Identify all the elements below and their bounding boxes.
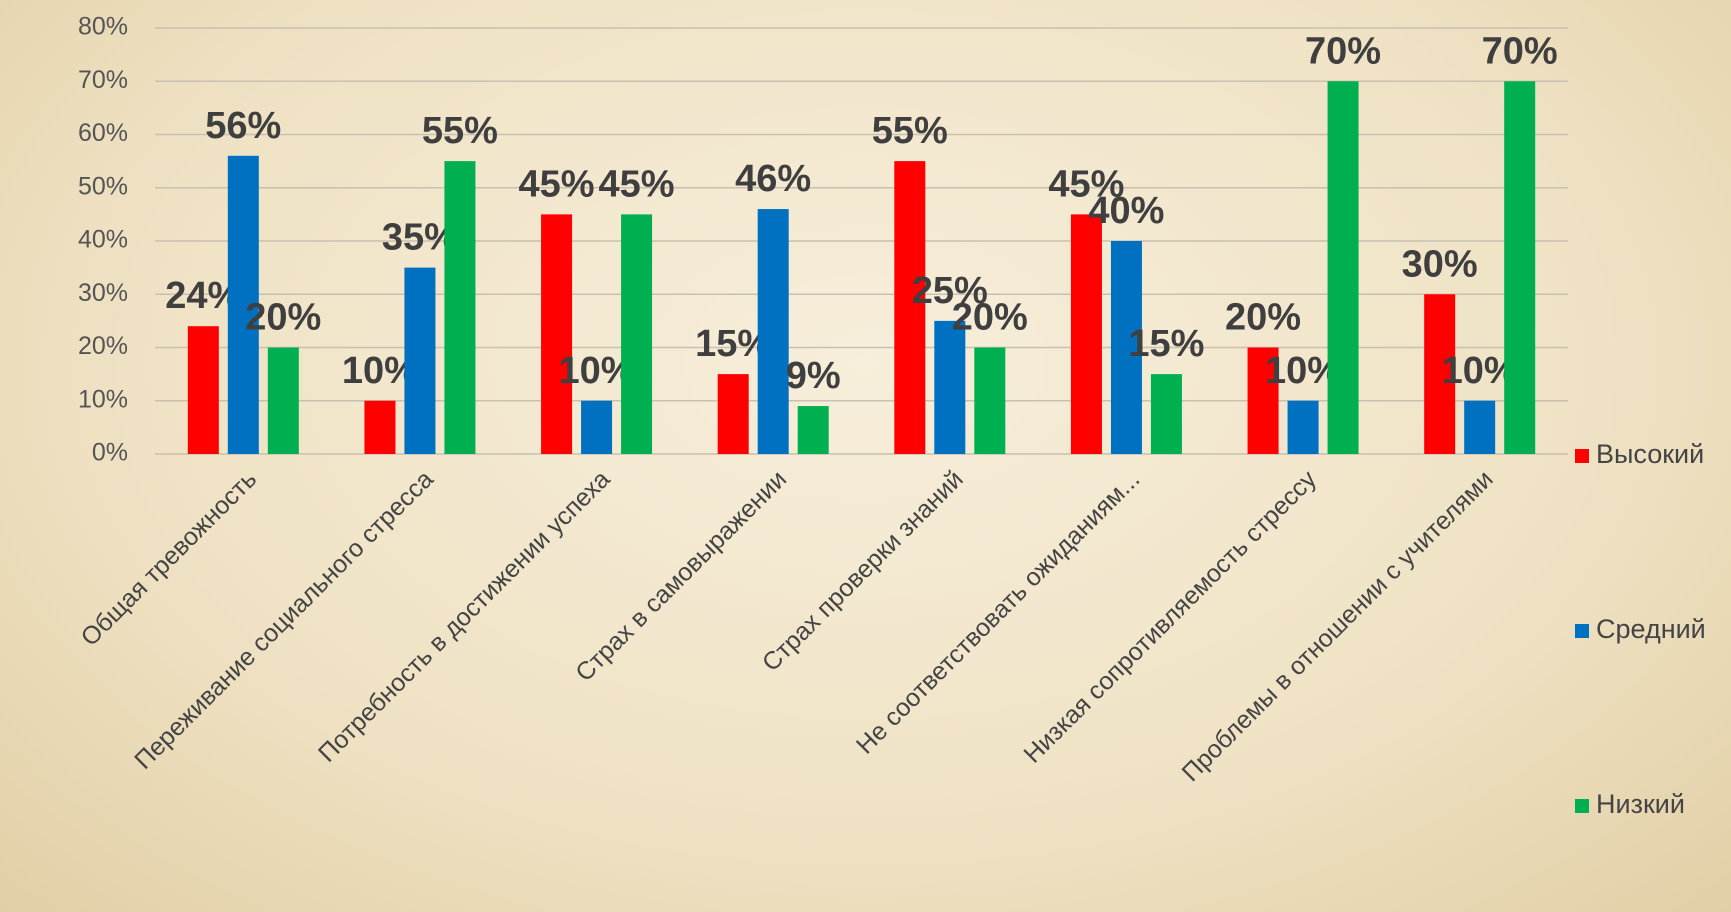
value-label: 55% <box>422 110 498 152</box>
legend-swatch <box>1575 624 1589 638</box>
x-tick-label: Общая тревожность <box>76 465 263 652</box>
y-tick-label: 50% <box>78 172 128 200</box>
bar <box>1327 81 1359 454</box>
value-label: 46% <box>735 158 811 200</box>
value-label: 55% <box>872 110 948 152</box>
value-label: 20% <box>1225 297 1301 339</box>
bar <box>541 214 573 454</box>
bar <box>267 347 299 454</box>
value-label: 45% <box>519 163 595 205</box>
value-label: 30% <box>1402 243 1478 285</box>
bar <box>444 161 476 454</box>
value-label: 25% <box>912 270 988 312</box>
bar <box>934 320 966 454</box>
legend-label: Низкий <box>1596 789 1685 819</box>
y-tick-label: 30% <box>78 279 128 307</box>
bar <box>364 400 396 454</box>
value-label: 15% <box>1128 323 1204 365</box>
bar <box>717 374 749 454</box>
legend-swatch <box>1575 449 1589 463</box>
y-tick-label: 10% <box>78 385 128 413</box>
bar <box>227 155 259 455</box>
bar <box>404 267 436 454</box>
x-tick-label: Проблемы в отношении с учителями <box>1177 465 1499 787</box>
value-label: 9% <box>786 355 841 397</box>
bar <box>1287 400 1319 454</box>
x-tick-label: Потребность в достижении успеха <box>313 465 616 768</box>
value-label: 70% <box>1482 30 1558 72</box>
value-label: 45% <box>1048 163 1124 205</box>
bar <box>894 161 926 454</box>
y-tick-label: 40% <box>78 226 128 254</box>
bar <box>621 214 653 454</box>
legend-label: Высокий <box>1596 439 1704 469</box>
x-tick-label: Переживание социального стресса <box>129 465 439 775</box>
value-label: 40% <box>1088 190 1164 232</box>
y-tick-label: 0% <box>92 439 128 467</box>
bar <box>1070 214 1102 454</box>
x-tick-label: Низкая сопротивляемость стрессу <box>1018 465 1322 769</box>
bar <box>1110 241 1142 454</box>
bar <box>581 400 613 454</box>
value-label: 45% <box>599 163 675 205</box>
bar <box>1504 81 1536 454</box>
legend-label: Средний <box>1596 614 1706 644</box>
y-tick-label: 80% <box>78 13 128 41</box>
bar <box>1247 347 1279 454</box>
bar <box>1464 400 1496 454</box>
x-tick-label: Страх в самовыражении <box>570 465 792 687</box>
x-tick-label: Не соответствовать ожиданиям... <box>851 465 1145 759</box>
y-tick-label: 20% <box>78 332 128 360</box>
value-label: 70% <box>1305 30 1381 72</box>
bar <box>1424 294 1456 454</box>
value-label: 20% <box>952 297 1028 339</box>
bar <box>1150 374 1182 454</box>
y-tick-label: 70% <box>78 66 128 94</box>
x-tick-label: Страх проверки знаний <box>757 465 969 677</box>
bar <box>187 326 219 454</box>
value-label: 56% <box>205 105 281 147</box>
bar <box>974 347 1006 454</box>
bar <box>757 209 789 454</box>
legend-swatch <box>1575 799 1589 813</box>
bar <box>797 406 829 454</box>
y-tick-label: 60% <box>78 119 128 147</box>
value-label: 20% <box>245 297 321 339</box>
